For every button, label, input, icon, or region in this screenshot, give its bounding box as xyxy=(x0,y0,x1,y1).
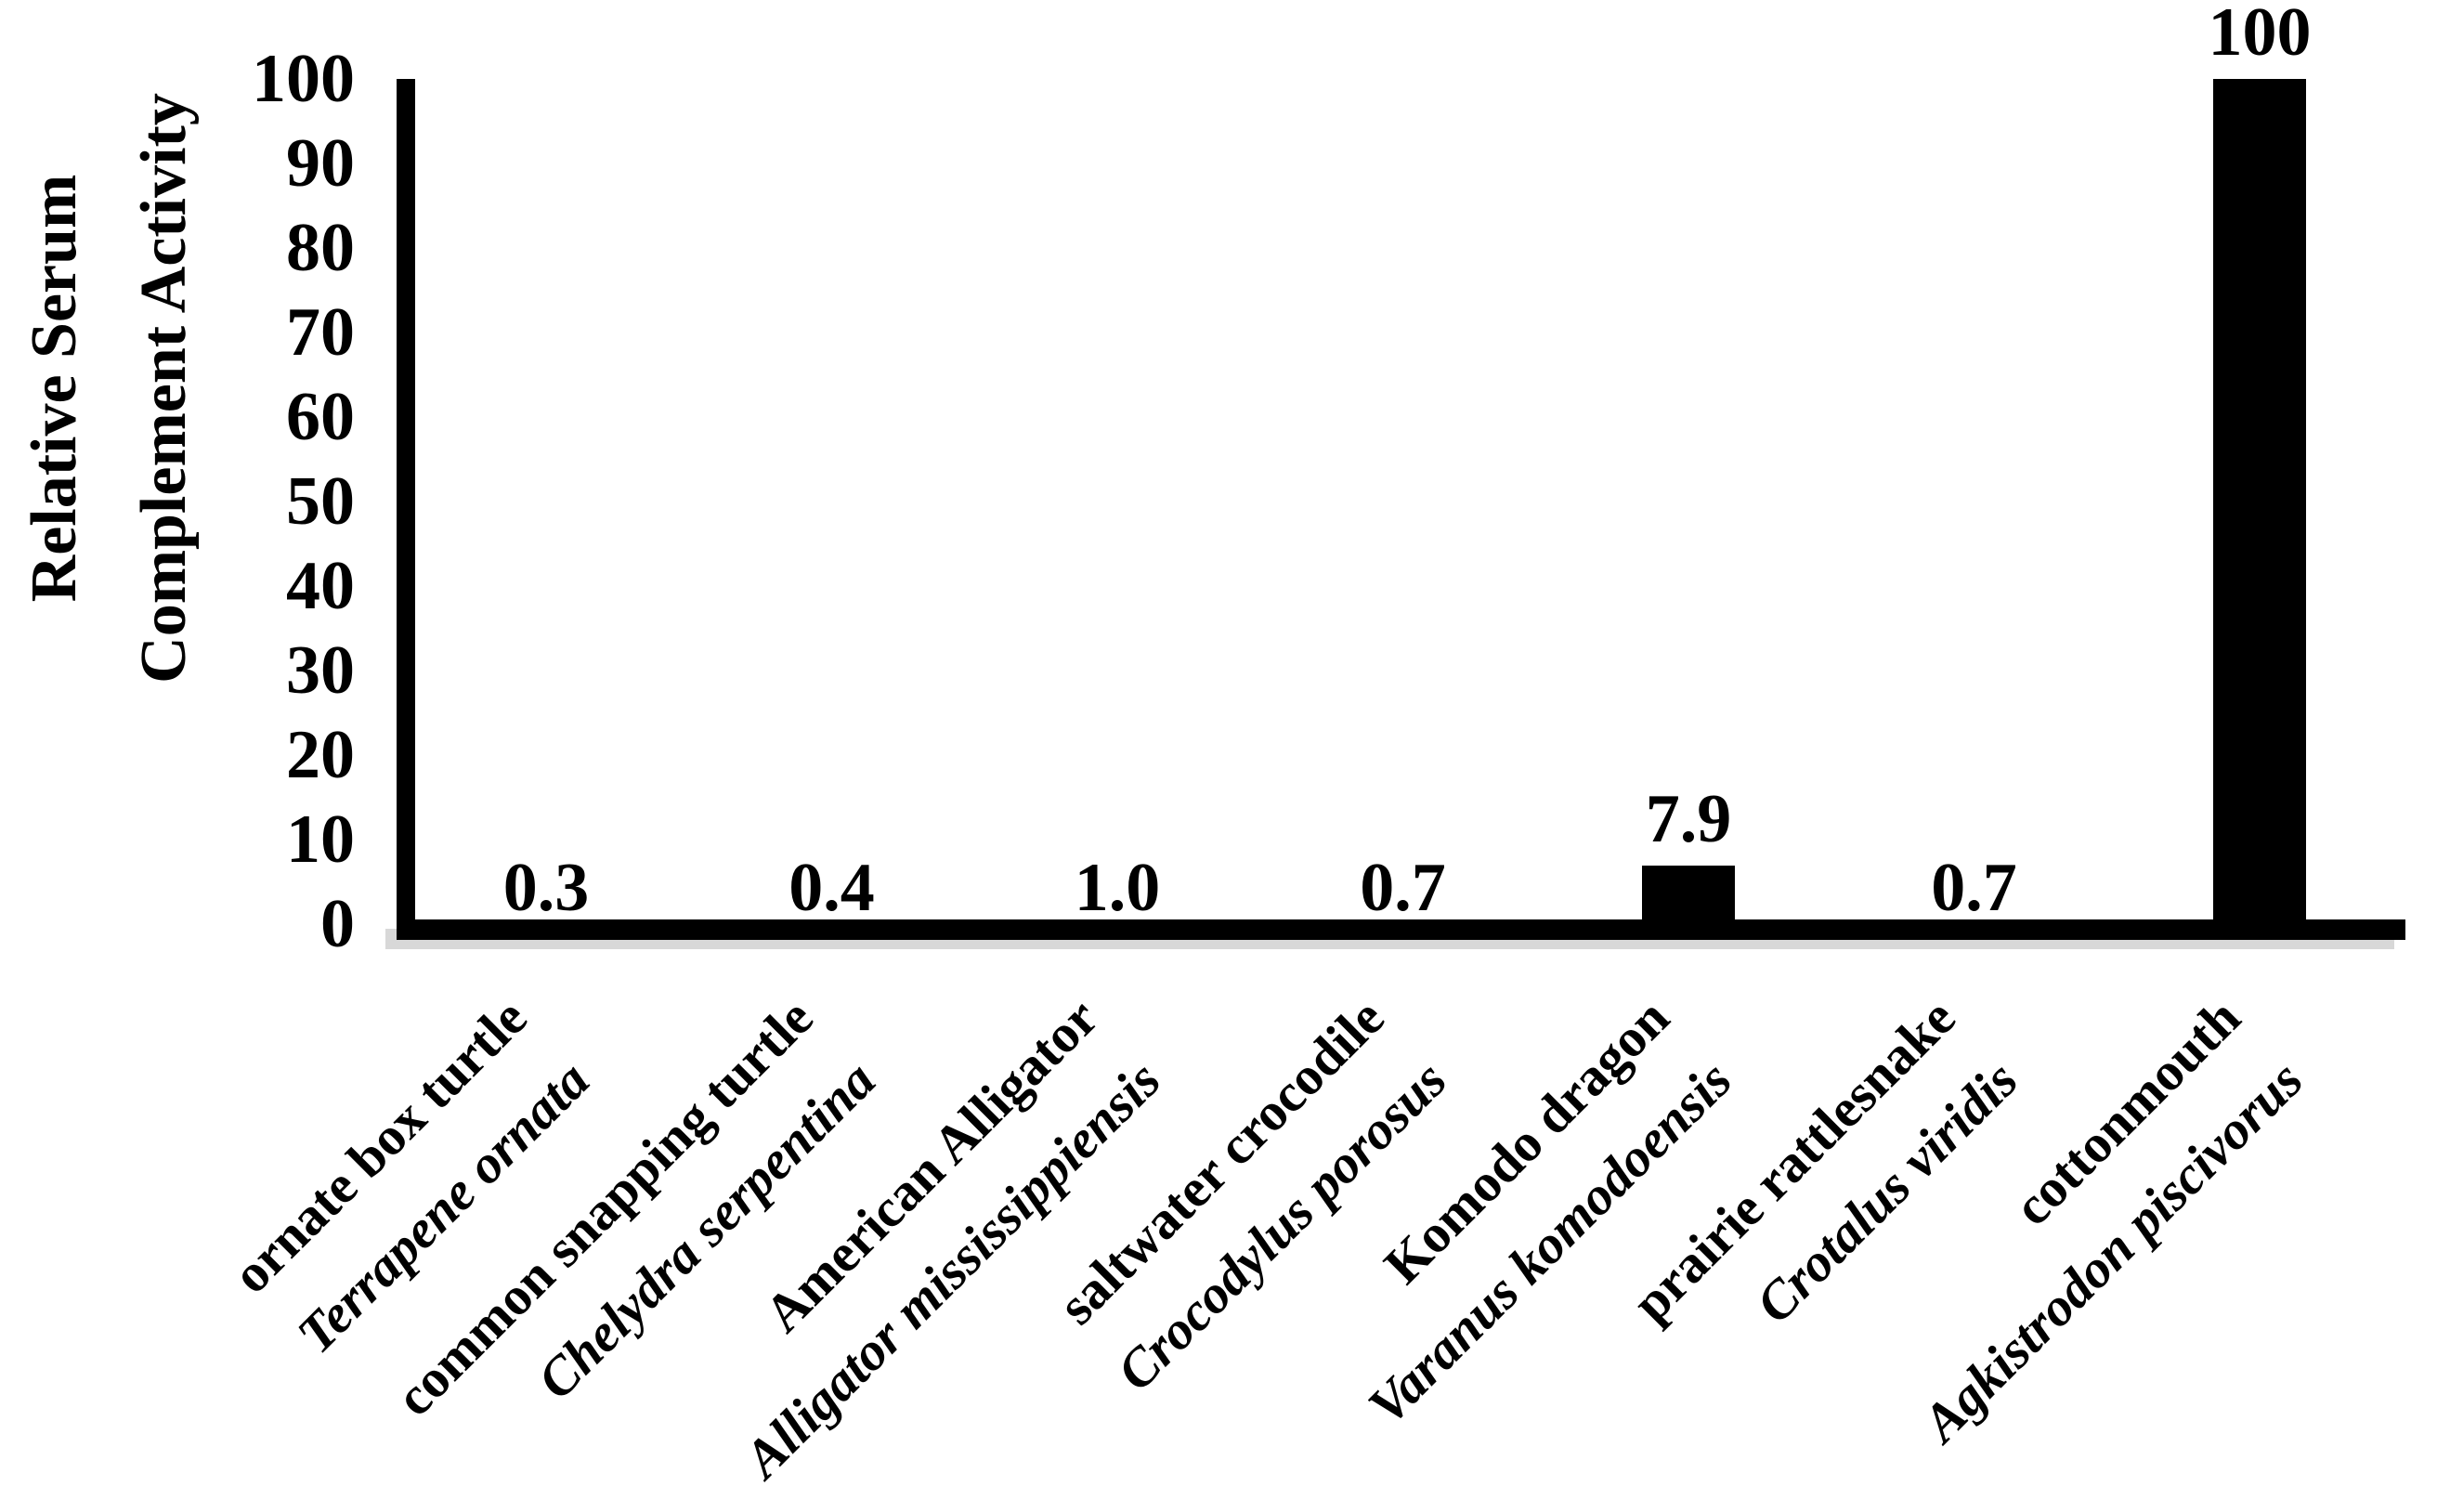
y-tick-label: 70 xyxy=(286,294,355,371)
bar-value-label: 0.7 xyxy=(1360,850,1446,926)
bar xyxy=(500,931,593,940)
bar xyxy=(1642,866,1735,940)
bar xyxy=(785,930,879,940)
bar xyxy=(1356,927,1450,940)
bar xyxy=(1927,927,2021,940)
bar-value-label: 100 xyxy=(2208,0,2312,71)
bar-value-label: 7.9 xyxy=(1645,781,1732,858)
bar-value-label: 0.4 xyxy=(788,850,875,926)
bar xyxy=(1071,924,1164,940)
bar-value-label: 0.3 xyxy=(502,850,590,926)
bar-value-label: 0.7 xyxy=(1931,850,2017,926)
y-tick-label: 60 xyxy=(286,379,355,455)
y-tick-label: 40 xyxy=(286,548,355,624)
y-tick-label: 100 xyxy=(252,41,355,117)
y-tick-label: 20 xyxy=(286,717,355,793)
bar-value-label: 1.0 xyxy=(1074,850,1161,926)
y-tick-label: 80 xyxy=(286,210,355,286)
y-tick-label: 10 xyxy=(286,802,355,878)
y-axis-line xyxy=(397,79,415,940)
bar xyxy=(2213,79,2306,940)
y-tick-label: 90 xyxy=(286,125,355,202)
y-tick-label: 0 xyxy=(320,886,355,962)
y-tick-label: 50 xyxy=(286,463,355,540)
y-tick-label: 30 xyxy=(286,632,355,709)
